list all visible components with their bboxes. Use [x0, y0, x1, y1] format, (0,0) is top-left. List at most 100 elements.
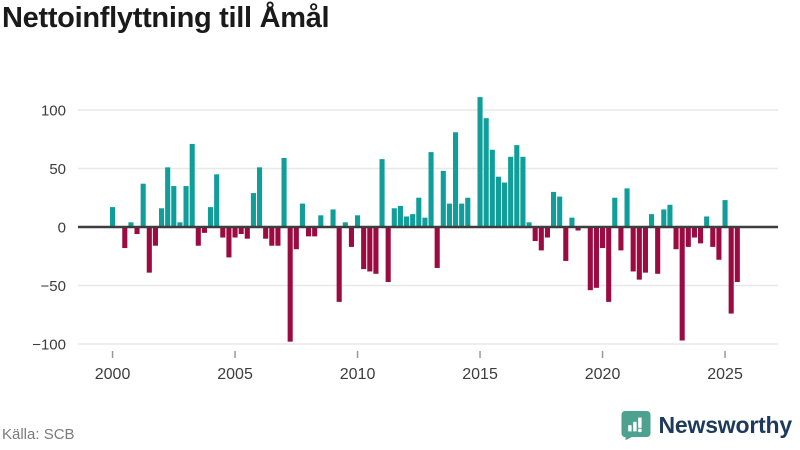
bar-2023-Q4 [691, 227, 697, 238]
x-axis-label: 2005 [217, 366, 253, 383]
bar-2019-Q3 [587, 227, 593, 291]
y-axis-label: 0 [58, 220, 66, 237]
bar-2015-Q2 [483, 118, 489, 227]
bar-2023-Q1 [673, 227, 679, 250]
bar-2019-Q4 [593, 227, 599, 288]
bar-2017-Q2 [532, 227, 538, 242]
bar-2025-Q3 [734, 227, 740, 282]
bar-2006-Q4 [275, 227, 281, 246]
bar-2005-Q1 [232, 227, 238, 238]
bar-2022-Q4 [667, 204, 673, 227]
bar-2014-Q1 [453, 132, 459, 227]
bar-2015-Q3 [489, 149, 495, 227]
bar-2020-Q4 [618, 227, 624, 251]
bar-2023-Q3 [685, 227, 691, 247]
x-axis-label: 2000 [95, 366, 131, 383]
bar-2013-Q2 [434, 227, 440, 268]
bar-2022-Q1 [649, 214, 655, 227]
bar-2007-Q1 [281, 157, 287, 227]
bar-2011-Q1 [379, 159, 385, 227]
logo-text: Newsworthy [658, 411, 793, 438]
bar-2018-Q1 [551, 191, 557, 227]
bar-2005-Q4 [250, 193, 256, 227]
bar-2018-Q2 [557, 196, 563, 227]
bar-2018-Q3 [563, 227, 569, 261]
bar-2011-Q4 [397, 205, 403, 227]
bar-2021-Q4 [642, 227, 648, 273]
bar-2002-Q1 [159, 208, 165, 227]
bar-2007-Q4 [299, 203, 305, 227]
bar-2018-Q4 [569, 217, 575, 227]
y-axis-label: 100 [41, 103, 66, 120]
bar-2004-Q2 [214, 174, 220, 227]
bar-2011-Q2 [385, 227, 391, 282]
bar-2016-Q3 [514, 145, 520, 227]
newsworthy-logo: Newsworthy [621, 410, 792, 440]
bar-2010-Q3 [367, 227, 373, 272]
bar-2021-Q1 [624, 188, 630, 227]
bar-2002-Q4 [177, 222, 183, 227]
bar-2020-Q2 [606, 227, 612, 302]
bar-2024-Q1 [698, 227, 704, 244]
bar-2003-Q3 [195, 227, 201, 246]
source-label: Källa: SCB [2, 426, 75, 443]
bar-2016-Q2 [508, 156, 514, 227]
bar-2012-Q1 [404, 216, 410, 227]
bar-2004-Q4 [226, 227, 232, 258]
bar-2025-Q1 [722, 200, 728, 227]
x-axis-label: 2015 [462, 366, 498, 383]
bar-2012-Q3 [416, 197, 422, 227]
bar-2009-Q4 [348, 227, 354, 247]
bar-2014-Q2 [459, 203, 465, 227]
bar-2013-Q1 [428, 152, 434, 227]
bar-2010-Q4 [373, 227, 379, 274]
bar-2007-Q3 [293, 227, 299, 250]
bar-2004-Q1 [208, 207, 214, 227]
bar-2001-Q1 [134, 227, 140, 235]
bar-2010-Q2 [361, 227, 367, 270]
bar-2010-Q1 [355, 215, 361, 227]
chart-title: Nettoinflyttning till Åmål [2, 2, 330, 34]
bar-2012-Q4 [422, 217, 428, 227]
bar-chart-speech-bubble-icon [621, 410, 651, 440]
bar-2000-Q3 [122, 227, 128, 249]
bar-2013-Q4 [446, 203, 452, 227]
bar-2003-Q1 [183, 186, 189, 227]
bar-2008-Q1 [306, 227, 312, 237]
bar-2005-Q3 [244, 227, 250, 239]
bar-2008-Q2 [312, 227, 318, 237]
y-axis-label: 50 [49, 161, 66, 178]
bar-2006-Q3 [269, 227, 275, 246]
bar-2009-Q2 [336, 227, 342, 302]
bar-2006-Q2 [263, 227, 269, 239]
bar-2022-Q3 [661, 209, 667, 227]
bar-2017-Q4 [544, 227, 550, 238]
bar-2023-Q2 [679, 227, 685, 341]
bar-2024-Q2 [704, 216, 710, 227]
bar-2015-Q1 [477, 97, 483, 227]
bar-2000-Q4 [128, 222, 134, 227]
bar-2000-Q1 [110, 207, 116, 227]
bar-2001-Q4 [152, 227, 158, 246]
bar-2003-Q2 [189, 143, 195, 227]
bar-2017-Q3 [538, 227, 544, 251]
bar-2001-Q2 [140, 183, 146, 227]
bar-2022-Q2 [655, 227, 661, 274]
bar-2005-Q2 [238, 227, 244, 235]
bar-2009-Q1 [330, 209, 336, 227]
bar-2004-Q3 [220, 227, 226, 238]
bar-2024-Q4 [716, 227, 722, 260]
bar-2003-Q4 [201, 227, 207, 233]
bar-2016-Q1 [502, 182, 508, 227]
bar-2020-Q1 [600, 227, 606, 249]
bar-2009-Q3 [342, 222, 348, 227]
bar-2013-Q3 [440, 170, 446, 227]
bar-2002-Q3 [171, 186, 177, 227]
y-axis-label: −100 [32, 337, 66, 354]
bar-2007-Q2 [287, 227, 293, 342]
bar-2012-Q2 [410, 214, 416, 227]
bar-2025-Q2 [728, 227, 734, 314]
bar-2011-Q3 [391, 208, 397, 227]
